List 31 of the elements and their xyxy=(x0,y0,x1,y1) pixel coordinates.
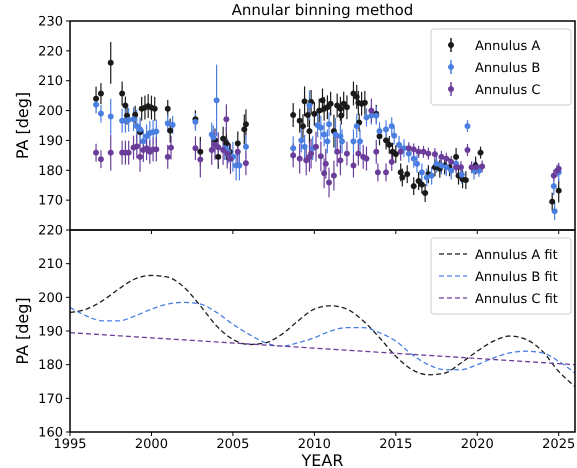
y-tick-label: 180 xyxy=(38,358,63,374)
legend-label: Annulus B fit xyxy=(475,270,558,285)
y-tick-label: 180 xyxy=(38,164,63,179)
legend-label: Annulus B xyxy=(475,61,540,76)
legend-label: Annulus A fit xyxy=(475,248,558,263)
line-series xyxy=(70,302,575,374)
x-tick-label: 2020 xyxy=(460,437,494,452)
y-tick-label: 220 xyxy=(38,44,63,60)
x-tick-label: 2025 xyxy=(542,437,576,452)
legend-label: Annulus C xyxy=(475,83,540,98)
y-tick-label: 170 xyxy=(38,194,63,209)
y-tick-label: 220 xyxy=(38,224,63,238)
y-tick-label: 200 xyxy=(38,104,63,120)
y-tick-label: 230 xyxy=(38,14,63,30)
legend-label: Annulus C fit xyxy=(475,292,558,307)
y-tick-label: 200 xyxy=(38,290,63,306)
y-axis-title: PA [deg] xyxy=(13,92,32,160)
y-axis-title: PA [deg] xyxy=(13,297,32,365)
legend-label: Annulus A xyxy=(475,39,540,54)
x-tick-label: 2015 xyxy=(379,437,412,452)
y-tick-label: 170 xyxy=(38,392,63,407)
y-tick-label: 210 xyxy=(38,74,63,90)
x-tick-label: 2005 xyxy=(216,437,250,452)
y-tick-label: 190 xyxy=(38,134,63,149)
x-tick-label: 1995 xyxy=(53,437,87,452)
chart-title: Annular binning method xyxy=(232,1,414,19)
x-tick-label: 2000 xyxy=(134,437,168,452)
y-tick-label: 210 xyxy=(38,257,63,272)
x-tick-label: 2010 xyxy=(298,437,331,452)
y-tick-label: 190 xyxy=(38,324,63,340)
x-axis-title: YEAR xyxy=(300,451,344,468)
